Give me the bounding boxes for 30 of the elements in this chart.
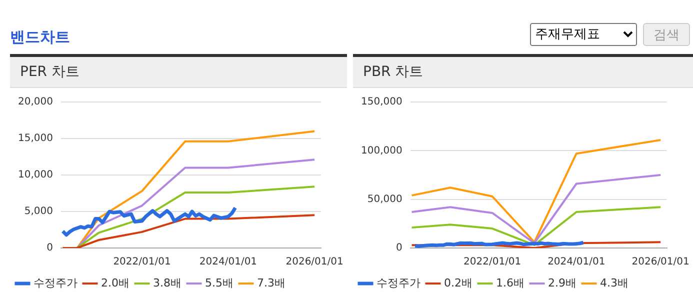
x-tick-label: 2026/01/01 xyxy=(632,256,690,268)
x-tick-label: 2026/01/01 xyxy=(286,256,344,268)
legend-label: 수정주가 xyxy=(376,276,420,290)
legend-label: 4.3배 xyxy=(600,276,628,290)
y-tick-label: 0 xyxy=(396,242,402,254)
text: 주재무제표 xyxy=(530,23,637,46)
legend-label: 0.2배 xyxy=(444,276,472,290)
x-tick-label: 2022/01/01 xyxy=(113,256,171,268)
legend-label: 1.6배 xyxy=(496,276,524,290)
legend-label: 3.8배 xyxy=(152,276,182,290)
y-tick-label: 150,000 xyxy=(360,96,402,108)
y-tick-label: 50,000 xyxy=(367,194,402,205)
x-tick-label: 2024/01/01 xyxy=(199,256,258,268)
y-tick-label: 100,000 xyxy=(360,145,402,156)
x-tick-label: 2022/01/01 xyxy=(464,256,522,268)
y-tick-label: 0 xyxy=(46,242,53,254)
legend-label: 수정주가 xyxy=(34,276,78,290)
x-tick-label: 2024/01/01 xyxy=(548,256,606,268)
text: 밴드차트 xyxy=(10,28,70,47)
y-tick-label: 15,000 xyxy=(18,133,53,144)
legend-label: 5.5배 xyxy=(204,276,234,290)
chart-title: PER 차트 xyxy=(10,57,347,88)
text: 검색 xyxy=(643,23,690,46)
legend-label: 7.3배 xyxy=(256,276,286,290)
chart-title: PBR 차트 xyxy=(353,57,693,88)
legend-label: 2.0배 xyxy=(101,276,130,290)
y-tick-label: 5,000 xyxy=(24,206,53,218)
legend-label: 2.9배 xyxy=(548,276,576,290)
y-tick-label: 10,000 xyxy=(18,170,53,181)
y-tick-label: 20,000 xyxy=(18,96,53,108)
